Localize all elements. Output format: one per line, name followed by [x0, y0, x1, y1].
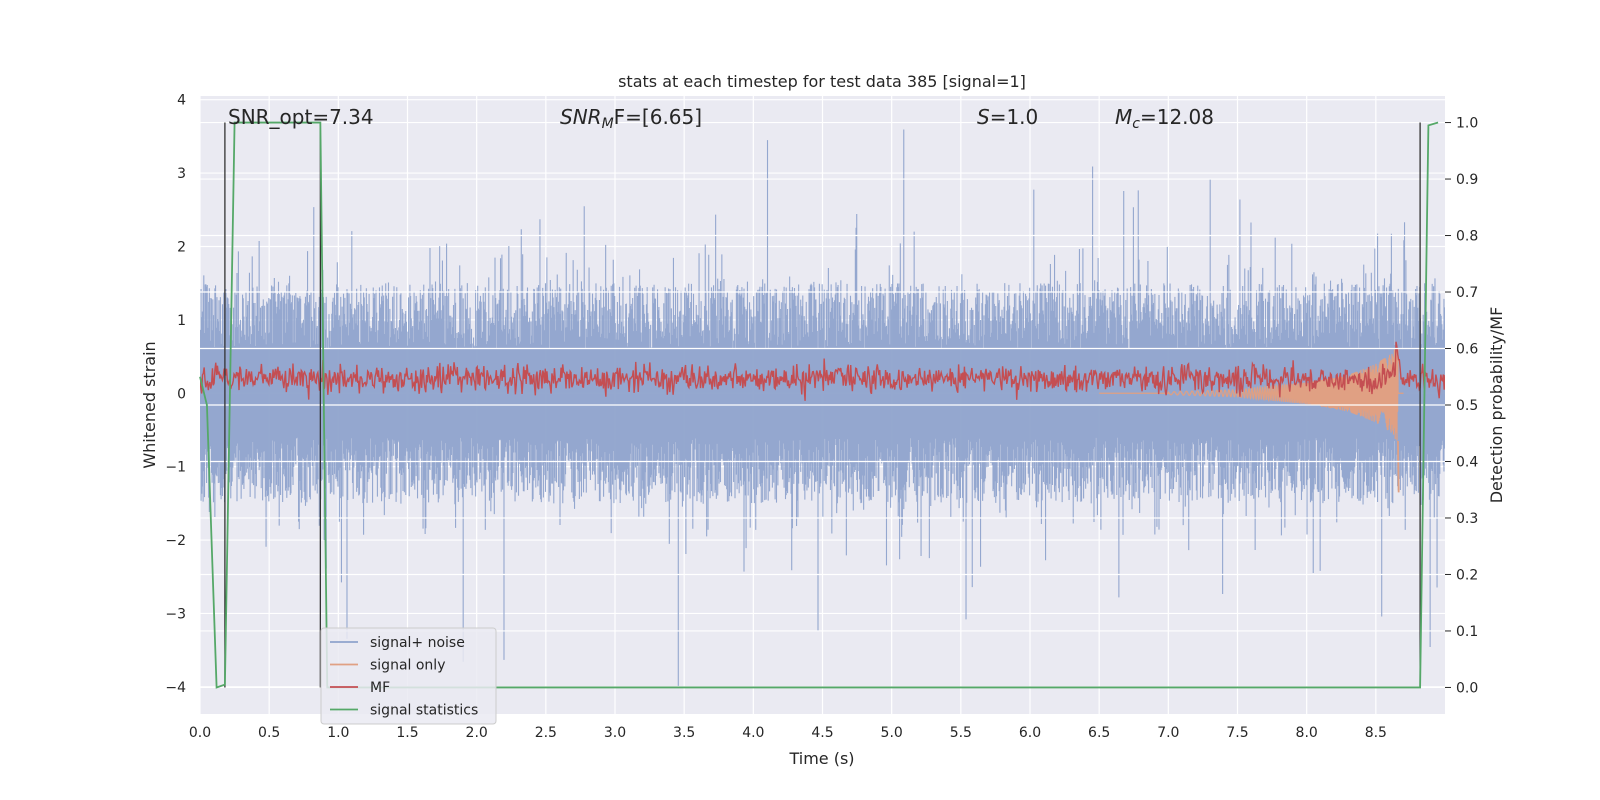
x-tick-label: 8.0	[1296, 725, 1318, 741]
annotation-snr-mf: SNRMF=[6.65]	[560, 105, 702, 132]
y-right-tick-label: 0.2	[1456, 567, 1478, 583]
legend-label: signal statistics	[370, 703, 478, 719]
series-signal-statistics	[199, 121, 1439, 689]
y-left-tick-label: 3	[177, 166, 186, 182]
x-tick-label: 6.0	[1019, 725, 1041, 741]
y-right-tick-label: 0.1	[1456, 624, 1478, 640]
y-left-tick-label: 4	[177, 93, 186, 109]
series-signal-only	[1099, 346, 1404, 441]
vline-layer	[224, 122, 1421, 688]
snr-mf-rest: F=[6.65]	[614, 105, 702, 129]
snr-mf-symbol: SNR	[560, 105, 602, 129]
y-right-tick-label: 0.6	[1456, 342, 1478, 358]
x-tick-label: 0.0	[189, 725, 211, 741]
snr-mf-subscript: M	[602, 116, 614, 132]
x-tick-label: 0.5	[258, 725, 280, 741]
legend: signal+ noise signal only MF signal statist…	[320, 627, 497, 725]
mc-subscript: c	[1132, 116, 1140, 132]
x-tick-label: 1.5	[396, 725, 418, 741]
x-axis-label: Time (s)	[788, 749, 854, 768]
x-tick-label: 8.5	[1365, 725, 1387, 741]
stat-layer	[199, 121, 1439, 689]
series-mf	[200, 341, 1445, 401]
signal-only-tail	[1397, 440, 1400, 493]
legend-box	[320, 627, 497, 725]
x-tick-label: 4.0	[742, 725, 764, 741]
x-tick-label: 7.5	[1226, 725, 1248, 741]
annotation-mc: Mc=12.08	[1115, 105, 1214, 132]
y-left-axis-label: Whitened strain	[140, 341, 159, 468]
chart-title: stats at each timestep for test data 385…	[618, 72, 1026, 91]
legend-label: MF	[370, 680, 390, 696]
x-tick-label: 2.5	[535, 725, 557, 741]
y-right-tick-label: 0.0	[1456, 680, 1478, 696]
y-left-tick-label: 1	[177, 313, 186, 329]
y-right-axis-label: Detection probability/MF	[1487, 307, 1506, 504]
legend-label: signal+ noise	[370, 635, 465, 651]
x-tick-label: 6.5	[1088, 725, 1110, 741]
x-tick-label: 3.0	[604, 725, 626, 741]
x-tick-label: 2.0	[466, 725, 488, 741]
annotation-s: S=1.0	[977, 105, 1038, 129]
annotation-snr-opt: SNR_opt=7.34	[228, 105, 374, 129]
x-tick-label: 5.0	[881, 725, 903, 741]
x-tick-labels: 0.0 0.5 1.0 1.5 2.0 2.5 3.0 3.5 4.0 4.5 5.0 5.5 6.0 6…	[189, 725, 1387, 741]
y-left-tick-label: −2	[165, 533, 186, 549]
y-right-tick-label: 0.3	[1456, 511, 1478, 527]
x-tick-label: 3.5	[673, 725, 695, 741]
mc-symbol: M	[1115, 105, 1132, 129]
x-tick-label: 5.5	[950, 725, 972, 741]
x-tick-label: 4.5	[811, 725, 833, 741]
y-right-tick-labels: 0.0 0.1 0.2 0.3 0.4 0.5 0.6 0.7 0.8 0.9 1.0	[1445, 116, 1478, 696]
s-symbol: S	[977, 105, 990, 129]
y-left-tick-labels: −4 −3 −2 −1 0 1 2 3 4	[165, 93, 186, 696]
y-left-tick-label: −1	[165, 460, 186, 476]
y-right-tick-label: 0.4	[1456, 454, 1478, 470]
y-left-tick-label: 0	[177, 386, 186, 402]
series-layer	[200, 129, 1445, 686]
mc-rest: =12.08	[1140, 105, 1214, 129]
y-right-tick-label: 1.0	[1456, 116, 1478, 132]
y-right-tick-label: 0.8	[1456, 229, 1478, 245]
s-rest: =1.0	[990, 105, 1039, 129]
y-right-tick-label: 0.5	[1456, 398, 1478, 414]
legend-label: signal only	[370, 658, 445, 674]
y-left-tick-label: −3	[165, 606, 186, 622]
y-right-tick-label: 0.9	[1456, 172, 1478, 188]
x-tick-label: 7.0	[1157, 725, 1179, 741]
y-right-tick-label: 0.7	[1456, 285, 1478, 301]
y-left-tick-label: −4	[165, 680, 186, 696]
x-tick-label: 1.0	[327, 725, 349, 741]
y-left-tick-label: 2	[177, 239, 186, 255]
